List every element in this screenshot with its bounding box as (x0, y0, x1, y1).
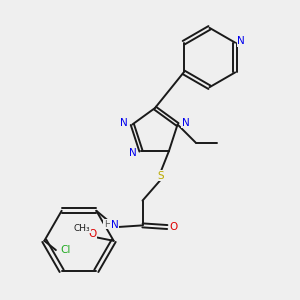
Text: H: H (104, 220, 110, 229)
Text: N: N (120, 118, 128, 128)
Text: N: N (237, 36, 245, 46)
Text: N: N (182, 118, 190, 128)
Text: S: S (158, 171, 164, 181)
Text: Cl: Cl (61, 245, 71, 255)
Text: O: O (169, 222, 177, 232)
Text: CH₃: CH₃ (74, 224, 91, 233)
Text: O: O (88, 229, 96, 238)
Text: N: N (111, 220, 118, 230)
Text: N: N (129, 148, 136, 158)
